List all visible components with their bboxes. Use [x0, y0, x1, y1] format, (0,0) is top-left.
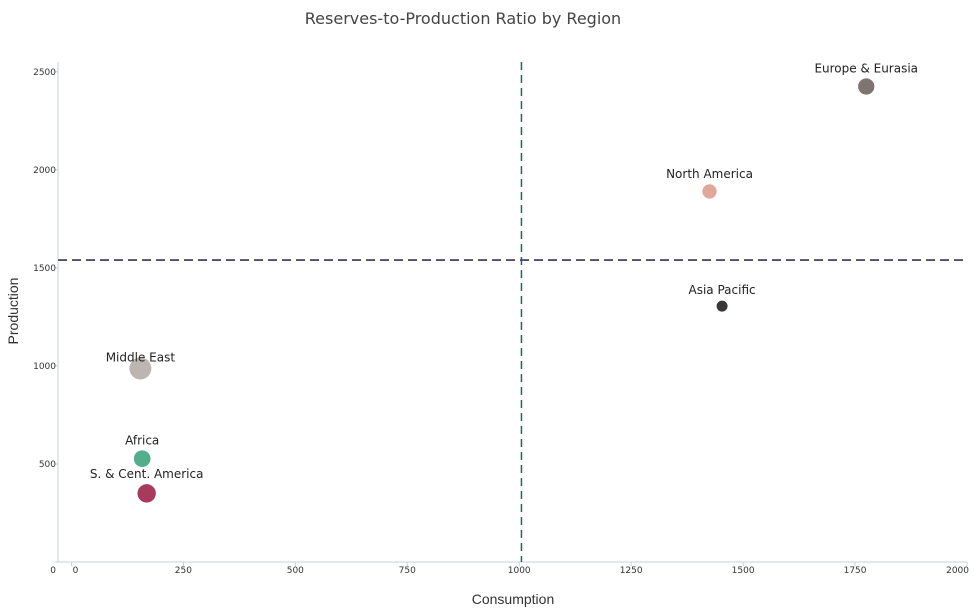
x-axis-title: Consumption: [472, 591, 555, 607]
x-tick-label: 250: [175, 566, 192, 576]
data-label: North America: [666, 167, 753, 181]
data-label: Middle East: [106, 350, 176, 364]
x-tick-label: 1750: [844, 566, 867, 576]
plot-area: 0 250 500 750 1000 1250 1500 1750 2000 0 500 1000 15…: [33, 61, 969, 576]
y-tick-label: 0: [50, 566, 56, 576]
data-label: Africa: [125, 433, 159, 447]
data-bubble: [716, 300, 728, 312]
data-label: Europe & Eurasia: [814, 61, 918, 75]
x-tick-label: 750: [399, 566, 416, 576]
data-bubble: [702, 184, 717, 199]
y-tick-label: 1000: [33, 362, 56, 372]
data-bubble: [129, 357, 152, 380]
x-tick-label: 1000: [508, 566, 531, 576]
data-label: Asia Pacific: [689, 283, 756, 297]
y-tick-label: 2000: [33, 166, 56, 176]
chart-title: Reserves-to-Production Ratio by Region: [305, 9, 621, 28]
x-tick-label: 0: [73, 566, 79, 576]
x-tick-label: 1250: [620, 566, 643, 576]
data-label: S. & Cent. America: [90, 467, 204, 481]
data-bubble: [133, 450, 151, 468]
y-tick-label: 2500: [33, 68, 56, 78]
x-tick-label: 2000: [946, 566, 969, 576]
y-tick-label: 500: [39, 460, 56, 470]
data-bubble: [858, 78, 875, 95]
x-tick-label: 1500: [732, 566, 755, 576]
x-tick-label: 500: [287, 566, 304, 576]
data-bubble: [137, 484, 156, 503]
y-axis-title: Production: [5, 278, 21, 345]
y-tick-label: 1500: [33, 264, 56, 274]
